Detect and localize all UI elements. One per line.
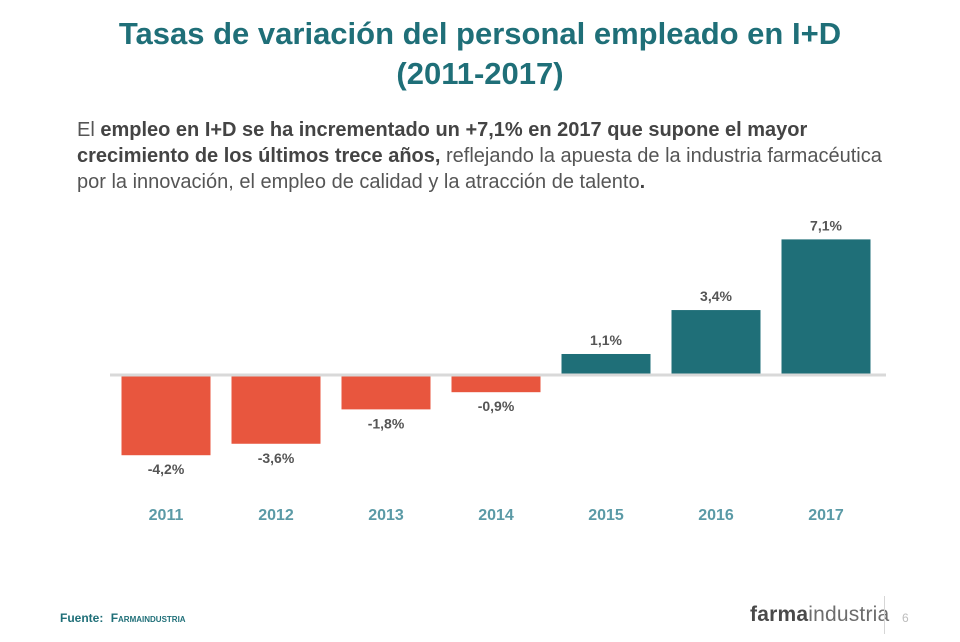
logo-bold: farma xyxy=(750,603,809,626)
page-title: Tasas de variación del personal empleado… xyxy=(0,14,960,94)
bar-2016 xyxy=(671,310,761,375)
footer-divider xyxy=(884,596,885,634)
bar-2017 xyxy=(781,239,871,375)
data-label-2011: -4,2% xyxy=(148,461,185,477)
data-label-2014: -0,9% xyxy=(478,398,515,414)
bar-2012 xyxy=(231,375,321,444)
logo-light: industria xyxy=(808,603,890,626)
title-line-2: (2011-2017) xyxy=(396,56,564,91)
data-label-2015: 1,1% xyxy=(590,332,622,348)
bar-2013 xyxy=(341,375,431,410)
intro-paragraph: El empleo en I+D se ha incrementado un +… xyxy=(77,117,887,195)
farmaindustria-logo: farmaindustria xyxy=(750,603,889,627)
data-label-2016: 3,4% xyxy=(700,288,732,304)
source-label: Fuente: xyxy=(60,611,104,625)
x-tick-2011: 2011 xyxy=(149,507,184,524)
intro-text-1: El xyxy=(77,119,101,141)
source-name: Farmaindustria xyxy=(110,611,186,625)
x-tick-2013: 2013 xyxy=(368,507,404,524)
data-label-2017: 7,1% xyxy=(810,217,842,233)
title-line-1: Tasas de variación del personal empleado… xyxy=(118,16,842,51)
page-number: 6 xyxy=(902,611,909,625)
intro-bold-2: . xyxy=(639,171,646,193)
x-tick-2012: 2012 xyxy=(258,507,294,524)
x-tick-2015: 2015 xyxy=(588,507,624,524)
data-label-2012: -3,6% xyxy=(258,450,295,466)
x-tick-2014: 2014 xyxy=(478,507,514,524)
bar-2014 xyxy=(451,375,541,393)
bar-chart: -4,2% 2011 -3,6% 2012 -1,8% 2013 -0,9% 2014 1,1%… xyxy=(110,217,886,524)
intro-bold-1: empleo en I+D se ha incrementado un +7,1… xyxy=(77,119,808,167)
source-note: Fuente: Farmaindustria xyxy=(60,611,186,625)
bar-2015 xyxy=(561,353,651,375)
x-tick-2016: 2016 xyxy=(698,507,734,524)
intro-text-2: reflejando la apuesta de la industria fa… xyxy=(77,145,882,193)
data-label-2013: -1,8% xyxy=(368,415,405,431)
x-tick-2017: 2017 xyxy=(808,507,844,524)
bar-2011 xyxy=(121,375,211,456)
